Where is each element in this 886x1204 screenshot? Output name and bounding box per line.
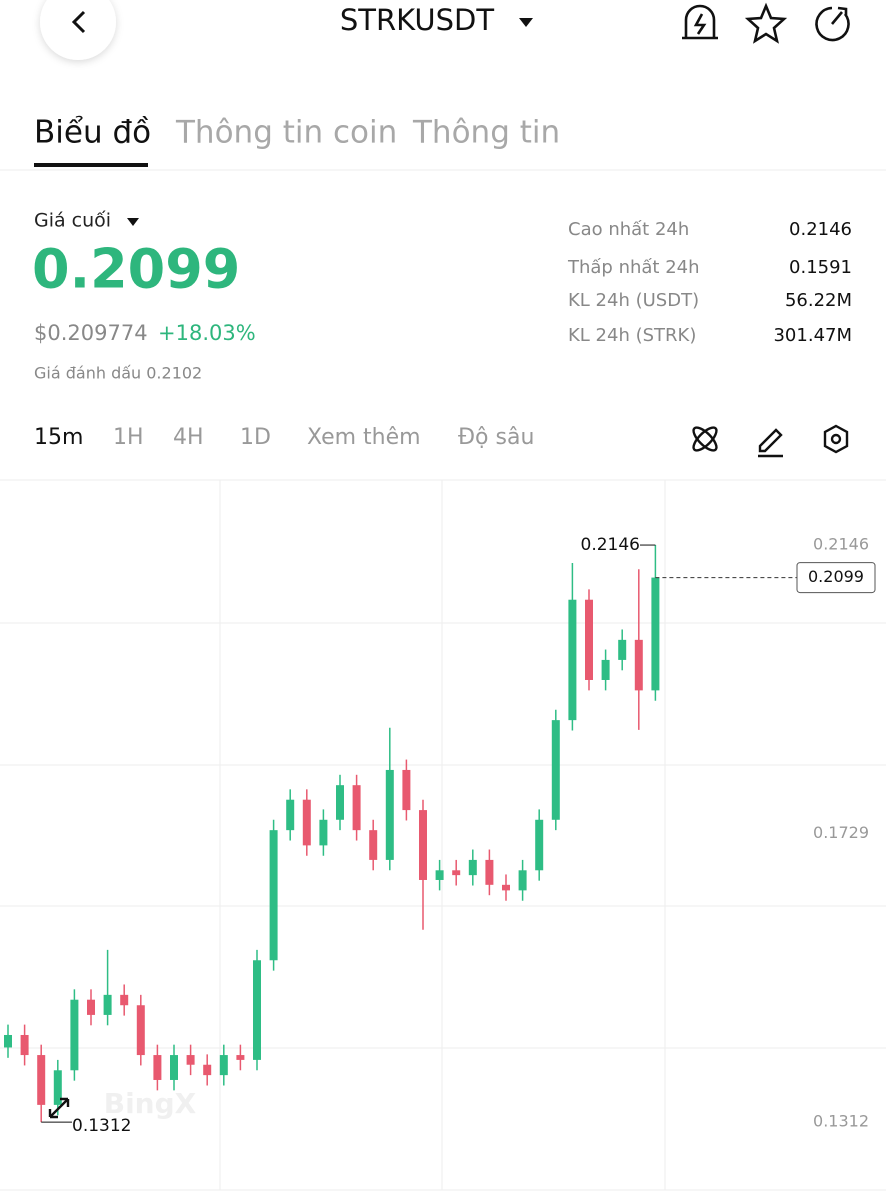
timeframe[interactable]: 1D xyxy=(240,425,271,450)
stat-label: Cao nhất 24h xyxy=(568,219,689,240)
expand-icon[interactable] xyxy=(48,1097,70,1119)
candle-body xyxy=(651,577,660,691)
candle-body xyxy=(70,999,79,1071)
timeframe[interactable]: Xem thêm xyxy=(307,425,421,450)
price-change: +18.03% xyxy=(158,321,256,345)
candle-body xyxy=(518,870,527,891)
chart-tools xyxy=(690,424,849,458)
candle-body xyxy=(136,1005,145,1056)
candle-body xyxy=(170,1055,178,1080)
tab[interactable]: Thông tin xyxy=(412,115,560,151)
share-icon[interactable] xyxy=(815,6,850,42)
candle-body xyxy=(319,819,328,846)
candle-body xyxy=(551,720,560,820)
timeframe[interactable]: 1H xyxy=(113,425,144,450)
candle-body xyxy=(236,1055,245,1060)
alert-icon[interactable] xyxy=(682,4,718,40)
pair-dropdown[interactable] xyxy=(519,18,533,27)
candle-body xyxy=(336,785,344,820)
high-label: 0.2146 xyxy=(581,535,640,555)
indicator-icon[interactable] xyxy=(690,424,720,454)
candle-body xyxy=(385,769,394,860)
candle-body xyxy=(369,830,378,860)
chart-grid xyxy=(0,479,886,1191)
stat-value: 0.2146 xyxy=(789,219,852,240)
candle-body xyxy=(103,994,112,1015)
header-icons xyxy=(682,2,850,44)
timeframe[interactable]: Độ sâu xyxy=(458,425,534,450)
candle-body xyxy=(352,785,361,831)
candle-body xyxy=(219,1055,228,1076)
last-price: 0.2099 xyxy=(32,238,240,301)
usd-price: $0.209774 xyxy=(34,321,148,345)
tab[interactable]: Thông tin coin xyxy=(175,115,397,151)
candle-body xyxy=(253,960,261,1060)
candle-body xyxy=(585,599,593,680)
candle-body xyxy=(153,1055,162,1080)
y-tick-label: 0.2146 xyxy=(813,535,869,554)
draw-icon[interactable] xyxy=(758,428,783,458)
timeframe[interactable]: 15m xyxy=(34,425,83,450)
last-price-box xyxy=(796,562,876,594)
stat-label: KL 24h (STRK) xyxy=(568,325,696,346)
tab-active[interactable]: Biểu đồ xyxy=(34,115,151,151)
candle-body xyxy=(435,870,444,880)
last-price-label: 0.2099 xyxy=(808,567,864,586)
settings-icon-center xyxy=(830,433,842,445)
price-type-dropdown[interactable] xyxy=(127,218,139,226)
candle-body xyxy=(402,769,411,811)
candle-body xyxy=(37,1055,46,1105)
timeframes: 15m 1H 4H 1D Xem thêm Độ sâu xyxy=(34,425,534,450)
candle-body xyxy=(452,870,461,876)
candle-body xyxy=(286,799,295,831)
candle-body xyxy=(20,1034,29,1056)
tab-underline xyxy=(34,163,148,167)
y-tick-label: 0.1312 xyxy=(813,1112,869,1131)
stat-value: 56.22M xyxy=(785,290,852,311)
candle-body xyxy=(634,639,643,691)
pair-title[interactable]: STRKUSDT xyxy=(340,3,494,37)
stats: Cao nhất 24h 0.2146 Thấp nhất 24h 0.1591 KL … xyxy=(567,219,852,346)
candle-body xyxy=(186,1055,195,1065)
candle-body xyxy=(203,1064,212,1076)
y-tick-label: 0.1729 xyxy=(813,823,869,842)
candle-body xyxy=(468,859,477,876)
stat-label: Thấp nhất 24h xyxy=(567,257,700,278)
timeframe[interactable]: 4H xyxy=(173,425,204,450)
candle-body xyxy=(601,659,610,680)
candle-body xyxy=(120,994,129,1006)
candle-body xyxy=(302,799,311,846)
candle-body xyxy=(568,599,577,721)
candle-body xyxy=(485,859,494,885)
watermark: BingX xyxy=(104,1087,197,1120)
candle-body xyxy=(87,999,95,1015)
alert-bolt xyxy=(693,13,707,35)
candle-body xyxy=(618,639,627,660)
candle-body xyxy=(535,819,544,871)
candle-body xyxy=(419,810,427,880)
mark-price: Giá đánh dấu 0.2102 xyxy=(34,364,202,383)
stat-label: KL 24h (USDT) xyxy=(568,290,699,311)
candle-body xyxy=(269,830,278,961)
candle-body xyxy=(53,1070,62,1105)
low-label: 0.1312 xyxy=(72,1116,131,1136)
back-icon xyxy=(71,10,86,34)
stat-value: 301.47M xyxy=(773,325,852,346)
favorite-icon[interactable] xyxy=(744,2,788,44)
price-type[interactable]: Giá cuối xyxy=(34,210,111,232)
stat-value: 0.1591 xyxy=(789,257,852,278)
candle-body xyxy=(502,884,510,891)
back-button[interactable] xyxy=(40,0,116,60)
settings-icon[interactable] xyxy=(823,424,849,454)
chart: 0.1312 0.1729 0.2146 0.2099 0.2146 0.1312 xyxy=(4,535,876,1136)
candle-body xyxy=(4,1034,12,1048)
